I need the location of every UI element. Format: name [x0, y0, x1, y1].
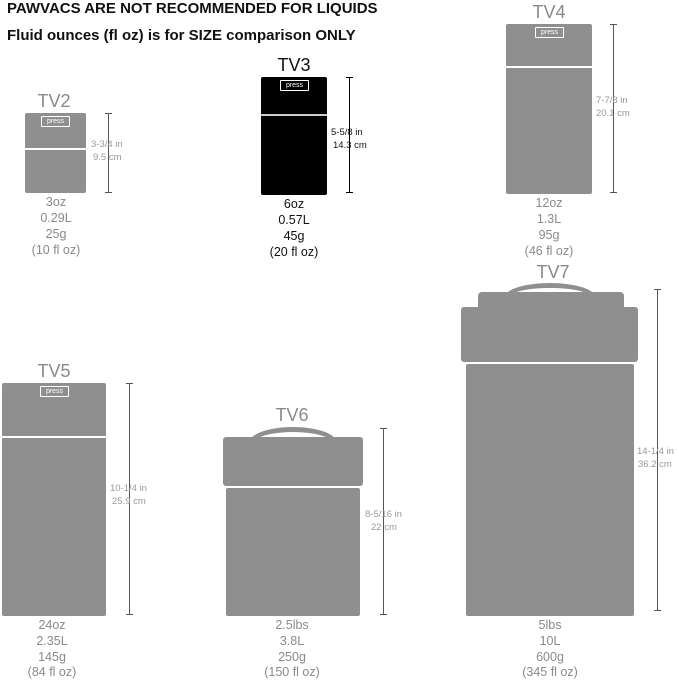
- spec-floz: (10 fl oz): [31, 243, 81, 257]
- spec-floz: (20 fl oz): [269, 245, 319, 259]
- spec-floz: (84 fl oz): [27, 665, 77, 679]
- lid-divider: [2, 436, 106, 438]
- product-title: TV7: [536, 262, 570, 282]
- container-tv4: [506, 24, 592, 194]
- height-cm: 20.1 cm: [596, 108, 630, 119]
- press-button-label: press: [40, 386, 69, 397]
- spec-liters: 2.35L: [36, 634, 68, 648]
- spec-size: 24oz: [38, 618, 66, 632]
- spec-floz: (345 fl oz): [522, 665, 578, 679]
- product-title: TV6: [275, 405, 309, 425]
- press-button-label: press: [41, 116, 70, 127]
- height-cap-top: [126, 383, 133, 384]
- lid: [223, 437, 363, 486]
- container-tv5: [2, 383, 106, 616]
- height-line: [349, 77, 350, 193]
- height-cap-bottom: [105, 192, 112, 193]
- height-cap-top: [654, 289, 661, 290]
- lid: [461, 307, 638, 362]
- height-cap-top: [105, 113, 112, 114]
- height-cm: 22 cm: [371, 522, 397, 533]
- product-title: TV3: [277, 55, 311, 75]
- press-button-label: press: [535, 27, 564, 38]
- spec-size: 2.5lbs: [275, 618, 309, 632]
- height-cap-bottom: [380, 614, 387, 615]
- lid-divider: [223, 486, 363, 488]
- height-cap-bottom: [126, 614, 133, 615]
- spec-grams: 145g: [38, 650, 66, 664]
- height-line: [129, 383, 130, 615]
- spec-liters: 0.29L: [40, 211, 72, 225]
- height-cap-top: [346, 77, 353, 78]
- spec-grams: 600g: [536, 650, 564, 664]
- height-cap-top: [380, 428, 387, 429]
- height-inches: 3-3/4 in: [91, 139, 123, 150]
- product-title: TV2: [37, 91, 71, 111]
- container-tv6: [226, 488, 360, 616]
- container-tv7: [466, 364, 634, 616]
- height-cap-top: [610, 24, 617, 25]
- height-cm: 9.5 cm: [93, 152, 122, 163]
- spec-liters: 10L: [539, 634, 561, 648]
- lid-divider: [461, 362, 638, 364]
- height-line: [613, 24, 614, 193]
- height-line: [657, 289, 658, 611]
- spec-grams: 25g: [45, 227, 67, 241]
- height-cap-bottom: [610, 192, 617, 193]
- height-inches: 10-1/4 in: [110, 483, 147, 494]
- container-tv3: [261, 77, 327, 195]
- spec-liters: 0.57L: [278, 213, 310, 227]
- spec-liters: 1.3L: [536, 212, 562, 226]
- warning-heading: PAWVACS ARE NOT RECOMMENDED FOR LIQUIDS: [7, 0, 378, 17]
- height-cm: 14.3 cm: [333, 140, 367, 151]
- size-note: Fluid ounces (fl oz) is for SIZE compari…: [7, 27, 356, 44]
- spec-grams: 45g: [283, 229, 305, 243]
- lid-divider: [261, 114, 327, 116]
- lid-divider: [25, 148, 86, 150]
- spec-grams: 95g: [538, 228, 560, 242]
- lid-divider: [506, 66, 592, 68]
- spec-floz: (46 fl oz): [524, 244, 574, 258]
- spec-liters: 3.8L: [279, 634, 305, 648]
- height-cap-bottom: [654, 610, 661, 611]
- spec-size: 6oz: [283, 197, 305, 211]
- spec-floz: (150 fl oz): [264, 665, 320, 679]
- height-inches: 14-1/4 in: [637, 446, 674, 457]
- product-title: TV4: [532, 2, 566, 22]
- height-inches: 8-5/16 in: [365, 509, 402, 520]
- height-inches: 5-5/8 in: [331, 127, 363, 138]
- height-line: [108, 113, 109, 193]
- handle: [505, 283, 595, 297]
- spec-size: 12oz: [535, 196, 563, 210]
- spec-size: 5lbs: [538, 618, 562, 632]
- height-cm: 36.2 cm: [638, 459, 672, 470]
- height-cap-bottom: [346, 192, 353, 193]
- spec-grams: 250g: [278, 650, 306, 664]
- height-line: [383, 428, 384, 615]
- press-button-label: press: [280, 80, 309, 91]
- product-title: TV5: [37, 361, 71, 381]
- height-inches: 7-7/8 in: [596, 95, 628, 106]
- height-cm: 25.9 cm: [112, 496, 146, 507]
- spec-size: 3oz: [45, 195, 67, 209]
